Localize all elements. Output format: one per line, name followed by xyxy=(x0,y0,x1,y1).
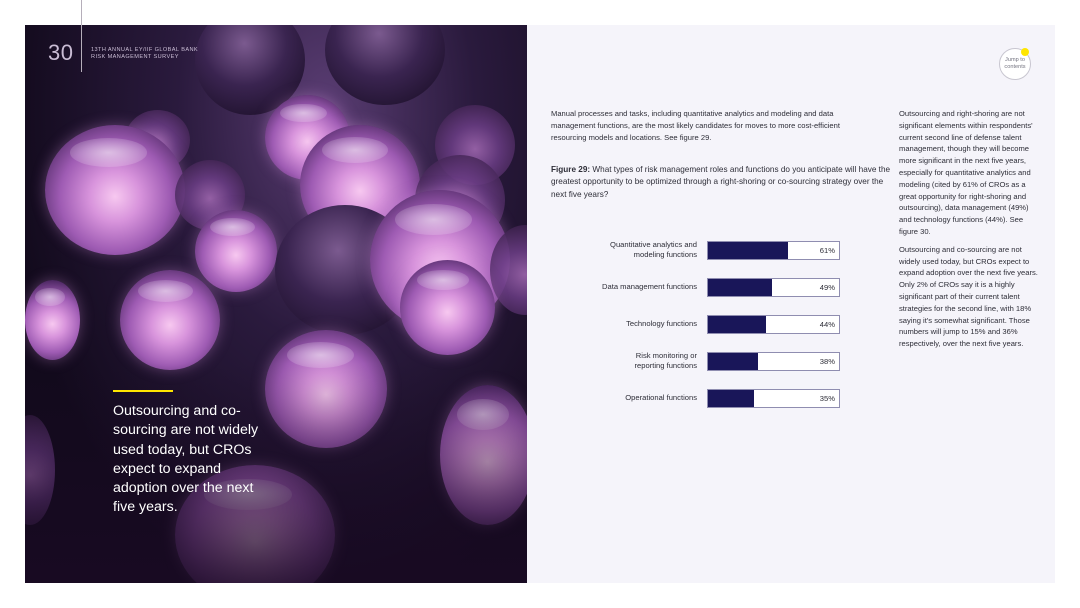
page-number: 30 xyxy=(48,40,74,65)
bar-track: 61% xyxy=(707,241,840,260)
bar-value-label: 35% xyxy=(819,394,835,403)
jump-button-line-1: Jump to xyxy=(1005,57,1025,63)
bar xyxy=(708,390,754,407)
sphere xyxy=(120,270,220,370)
bar xyxy=(708,279,773,296)
figure-question: What types of risk management roles and … xyxy=(551,165,891,199)
bar-value-label: 44% xyxy=(819,320,835,329)
survey-title: 13TH ANNUAL EY/IIF GLOBAL BANK RISK MANA… xyxy=(91,47,231,61)
bar-category-label: Data management functions xyxy=(547,282,697,293)
jump-button-line-2: contents xyxy=(1004,64,1026,70)
hero-image xyxy=(25,25,527,583)
header-divider xyxy=(81,0,82,72)
bar-category-label: Technology functions xyxy=(547,319,697,330)
bar-track: 38% xyxy=(707,352,840,371)
bar-category-label: Operational functions xyxy=(547,393,697,404)
pull-quote: Outsourcing and co-sourcing are not wide… xyxy=(113,403,259,516)
bar xyxy=(708,242,788,259)
side-paragraph-2: Outsourcing and co-sourcing are not wide… xyxy=(899,244,1038,349)
sphere xyxy=(325,25,445,105)
bar-category-label-line: Quantitative analytics and xyxy=(610,239,697,249)
jump-indicator-dot xyxy=(1021,48,1029,56)
bar xyxy=(708,316,766,333)
bar-category-label-line: Operational functions xyxy=(625,393,697,403)
bar-category-label-line: modeling functions xyxy=(633,250,697,260)
side-paragraph-1: Outsourcing and right-shoring are not si… xyxy=(899,109,1033,236)
image-shadow xyxy=(25,363,527,583)
bar-value-label: 61% xyxy=(819,246,835,255)
intro-paragraph: Manual processes and tasks, including qu… xyxy=(551,109,840,142)
sphere xyxy=(25,280,80,360)
sphere xyxy=(195,210,277,292)
bar-category-label: Quantitative analytics and modeling funct… xyxy=(547,240,697,262)
sphere xyxy=(45,125,185,255)
figure-label: Figure 29: xyxy=(551,165,591,174)
bar xyxy=(708,353,758,370)
bar-track: 49% xyxy=(707,278,840,297)
accent-rule xyxy=(113,390,173,392)
survey-title-line-1: 13TH ANNUAL EY/IIF GLOBAL BANK xyxy=(91,47,199,53)
sphere xyxy=(400,260,495,355)
content-panel xyxy=(527,25,1055,583)
bar-category-label-line: reporting functions xyxy=(634,361,697,371)
bar-track: 44% xyxy=(707,315,840,334)
bar-value-label: 49% xyxy=(819,283,835,292)
bar-category-label-line: Technology functions xyxy=(626,319,697,329)
side-column: Outsourcing and right-shoring are not si… xyxy=(899,108,1039,350)
bar-category-label-line: Data management functions xyxy=(602,282,697,292)
bar-category-label: Risk monitoring or reporting functions xyxy=(547,351,697,373)
figure-caption: Figure 29: What types of risk management… xyxy=(551,164,891,201)
bar-track: 35% xyxy=(707,389,840,408)
survey-title-line-2: RISK MANAGEMENT SURVEY xyxy=(91,54,179,60)
bar-value-label: 38% xyxy=(819,357,835,366)
bar-category-label-line: Risk monitoring or xyxy=(635,350,697,360)
